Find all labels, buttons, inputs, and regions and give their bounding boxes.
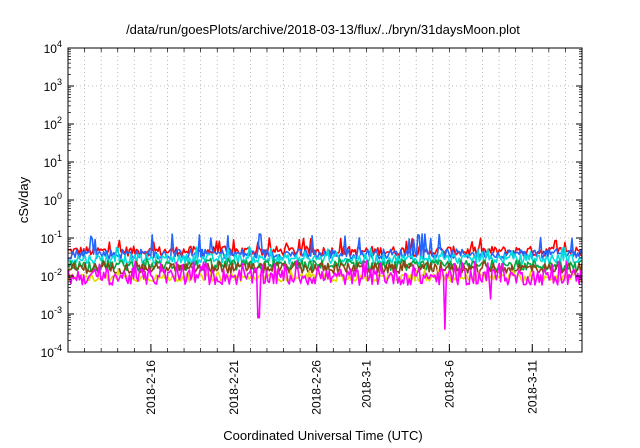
series-line [67, 233, 583, 260]
data-series [67, 233, 583, 330]
y-tick-label: 10-3 [41, 305, 62, 322]
y-axis-ticks: 10-4 10-3 10-2 10-1 100 101 102 103 104 [41, 39, 582, 360]
y-tick-label: 10-1 [41, 229, 62, 246]
series-line [67, 260, 583, 275]
x-tick-label: 2018-2-21 [227, 360, 241, 415]
x-axis-ticks: 2018-2-16 2018-2-21 2018-2-26 2018-3-1 2018-… [84, 48, 566, 415]
y-tick-label: 102 [44, 115, 62, 132]
x-tick-label: 2018-3-6 [442, 360, 456, 408]
chart-title: /data/run/goesPlots/archive/2018-03-13/f… [126, 22, 520, 37]
y-tick-label: 100 [44, 191, 62, 208]
x-tick-label: 2018-2-16 [144, 360, 158, 415]
grid-lines [68, 48, 582, 352]
y-tick-label: 10-4 [41, 343, 62, 360]
x-axis-label: Coordinated Universal Time (UTC) [223, 428, 422, 443]
x-tick-label: 2018-2-26 [310, 360, 324, 415]
x-tick-label: 2018-3-11 [525, 360, 539, 414]
y-tick-label: 104 [44, 39, 62, 56]
x-tick-label: 2018-3-1 [359, 360, 373, 408]
y-tick-label: 10-2 [41, 267, 62, 284]
y-tick-label: 103 [44, 77, 62, 94]
y-tick-label: 101 [44, 153, 62, 170]
series-line [67, 260, 583, 330]
series-line [67, 245, 583, 265]
y-axis-label: cSv/day [16, 176, 31, 223]
